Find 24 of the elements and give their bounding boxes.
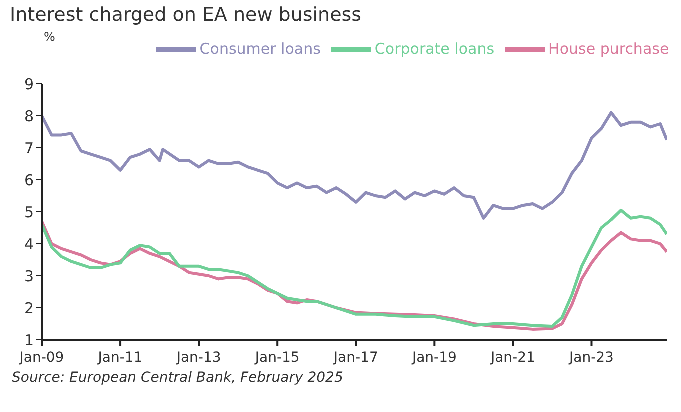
y-tick-label: 2: [24, 299, 34, 318]
x-tick-label: Jan-09: [18, 350, 64, 366]
x-tick-label: Jan-17: [332, 350, 378, 366]
y-tick-label: 1: [24, 331, 34, 350]
x-tick-label: Jan-13: [176, 350, 222, 366]
y-tick-label: 5: [24, 203, 34, 222]
y-tick-label: 3: [24, 267, 34, 286]
line-series: [42, 111, 667, 220]
y-tick-label: 9: [24, 75, 34, 94]
x-tick-label: Jan-19: [411, 350, 457, 366]
legend-label: Consumer loans: [200, 40, 321, 58]
legend-label: House purchase: [548, 40, 670, 58]
legend-label: Corporate loans: [374, 40, 495, 58]
y-tick-label: 8: [24, 107, 34, 126]
y-tick-label: 6: [24, 171, 34, 190]
x-tick-label: Jan-11: [97, 350, 143, 366]
chart-title: Interest charged on EA new business: [10, 4, 363, 28]
y-tick-label: 7: [24, 139, 34, 158]
y-tick-label: 4: [24, 235, 34, 254]
x-tick-label: Jan-15: [254, 350, 300, 366]
x-tick-label: Jan-23: [568, 350, 614, 366]
source-note: Source: European Central Bank, February 2025: [12, 370, 344, 386]
x-tick-label: Jan-21: [490, 350, 536, 366]
y-axis-title: %: [44, 30, 56, 44]
